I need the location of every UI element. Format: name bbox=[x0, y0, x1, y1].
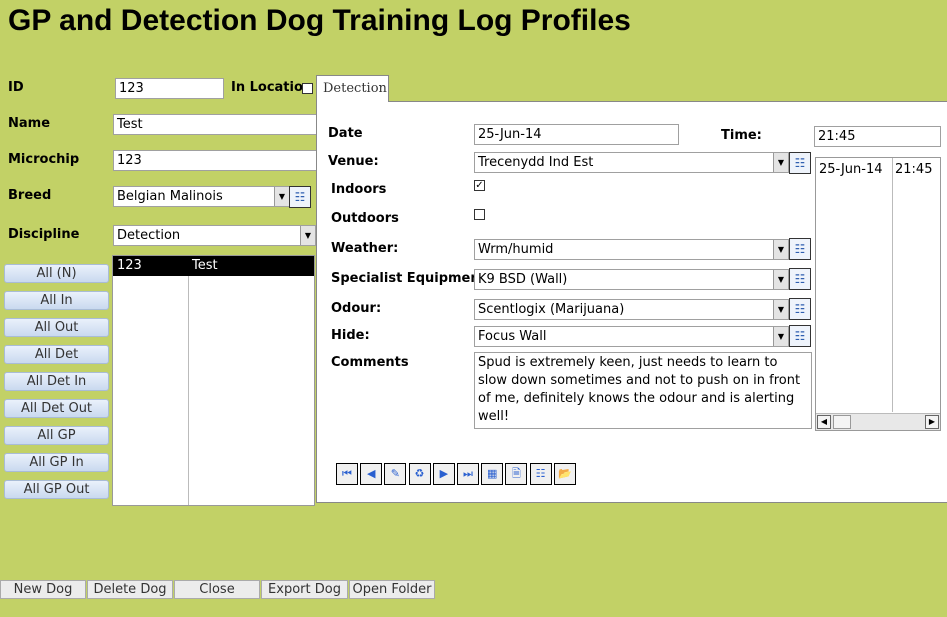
column-divider bbox=[892, 158, 893, 412]
session-date: 25-Jun-14 bbox=[819, 162, 883, 177]
hide-combo[interactable]: Focus Wall ▼ bbox=[474, 326, 789, 347]
in-location-checkbox[interactable] bbox=[302, 83, 313, 94]
id-field[interactable]: 123 bbox=[115, 78, 224, 99]
form-lookup-icon[interactable]: ☷ bbox=[789, 325, 811, 347]
in-location-label: In Location bbox=[231, 80, 313, 95]
name-label: Name bbox=[8, 116, 51, 131]
equipment-value: K9 BSD (Wall) bbox=[478, 272, 568, 287]
session-list[interactable]: 25-Jun-14 21:45 ◀ ▶ bbox=[815, 157, 941, 431]
chevron-down-icon[interactable]: ▼ bbox=[773, 300, 788, 319]
scroll-left-icon[interactable]: ◀ bbox=[817, 415, 831, 429]
venue-combo[interactable]: Trecenydd Ind Est ▼ bbox=[474, 152, 789, 173]
filter-button-all-gp-out[interactable]: All GP Out bbox=[4, 480, 109, 499]
equipment-combo[interactable]: K9 BSD (Wall) ▼ bbox=[474, 269, 789, 290]
name-field[interactable]: Test bbox=[113, 114, 317, 135]
form-lookup-icon[interactable]: ☷ bbox=[789, 238, 811, 260]
delete-icon[interactable]: ♻ bbox=[408, 463, 431, 485]
equipment-label: Specialist Equipment: bbox=[331, 271, 492, 286]
microchip-label: Microchip bbox=[8, 152, 80, 167]
dog-id: 123 bbox=[117, 258, 142, 273]
export-icon[interactable]: ▦ bbox=[481, 463, 504, 485]
microchip-field[interactable]: 123 bbox=[113, 150, 317, 171]
chevron-down-icon[interactable]: ▼ bbox=[773, 270, 788, 289]
filter-button-all-det[interactable]: All Det bbox=[4, 345, 109, 364]
outdoors-checkbox[interactable] bbox=[474, 209, 485, 220]
venue-label: Venue: bbox=[328, 154, 379, 169]
date-label: Date bbox=[328, 126, 363, 141]
form-lookup-icon[interactable]: ☷ bbox=[789, 298, 811, 320]
id-label: ID bbox=[8, 80, 24, 95]
first-record-icon[interactable]: ⏮ bbox=[336, 463, 358, 485]
form-view-icon[interactable]: ☷ bbox=[529, 463, 552, 485]
last-record-icon[interactable]: ⏭ bbox=[457, 463, 479, 485]
odour-label: Odour: bbox=[331, 301, 382, 316]
export-dog-button[interactable]: Export Dog bbox=[261, 580, 348, 599]
discipline-combo[interactable]: Detection ▼ bbox=[113, 225, 316, 246]
date-field[interactable]: 25-Jun-14 bbox=[474, 124, 679, 145]
breed-label: Breed bbox=[8, 188, 52, 203]
list-item[interactable]: 123 Test bbox=[113, 256, 314, 276]
outdoors-label: Outdoors bbox=[331, 211, 399, 226]
chevron-down-icon[interactable]: ▼ bbox=[773, 153, 788, 172]
close-button[interactable]: Close bbox=[174, 580, 260, 599]
report-icon[interactable]: 🗎 bbox=[505, 463, 528, 485]
dog-list[interactable]: 123 Test bbox=[112, 255, 315, 506]
odour-value: Scentlogix (Marijuana) bbox=[478, 302, 625, 317]
hide-value: Focus Wall bbox=[478, 329, 547, 344]
indoors-checkbox[interactable]: ✓ bbox=[474, 180, 485, 191]
chevron-down-icon[interactable]: ▼ bbox=[773, 327, 788, 346]
weather-combo[interactable]: Wrm/humid ▼ bbox=[474, 239, 789, 260]
chevron-down-icon[interactable]: ▼ bbox=[300, 226, 315, 245]
form-lookup-icon[interactable]: ☷ bbox=[789, 152, 811, 174]
scroll-right-icon[interactable]: ▶ bbox=[925, 415, 939, 429]
filter-button-all-out[interactable]: All Out bbox=[4, 318, 109, 337]
form-lookup-icon[interactable]: ☷ bbox=[289, 186, 311, 208]
page-title: GP and Detection Dog Training Log Profil… bbox=[8, 4, 631, 37]
time-label: Time: bbox=[721, 128, 762, 143]
form-lookup-icon[interactable]: ☷ bbox=[789, 268, 811, 290]
indoors-label: Indoors bbox=[331, 182, 387, 197]
dog-name: Test bbox=[192, 258, 218, 273]
new-dog-button[interactable]: New Dog bbox=[0, 580, 86, 599]
chevron-down-icon[interactable]: ▼ bbox=[773, 240, 788, 259]
edit-icon[interactable]: ✎ bbox=[384, 463, 407, 485]
filter-button-all-det-out[interactable]: All Det Out bbox=[4, 399, 109, 418]
hide-label: Hide: bbox=[331, 328, 370, 343]
chevron-down-icon[interactable]: ▼ bbox=[274, 187, 289, 206]
filter-button-all-gp[interactable]: All GP bbox=[4, 426, 109, 445]
next-record-icon[interactable]: ▶ bbox=[432, 463, 455, 485]
filter-button-all-det-in[interactable]: All Det In bbox=[4, 372, 109, 391]
tab-detection[interactable]: Detection bbox=[316, 75, 389, 102]
session-time: 21:45 bbox=[895, 162, 933, 177]
filter-button-all-n[interactable]: All (N) bbox=[4, 264, 109, 283]
breed-value: Belgian Malinois bbox=[117, 189, 223, 204]
filter-button-all-in[interactable]: All In bbox=[4, 291, 109, 310]
horizontal-scrollbar[interactable]: ◀ ▶ bbox=[816, 413, 940, 430]
weather-label: Weather: bbox=[331, 241, 399, 256]
discipline-label: Discipline bbox=[8, 227, 80, 242]
comments-field[interactable]: Spud is extremely keen, just needs to le… bbox=[474, 352, 812, 429]
column-divider bbox=[188, 256, 189, 505]
delete-dog-button[interactable]: Delete Dog bbox=[87, 580, 173, 599]
time-field[interactable]: 21:45 bbox=[814, 126, 941, 147]
open-folder-icon[interactable]: 📂 bbox=[553, 463, 576, 485]
previous-record-icon[interactable]: ◀ bbox=[360, 463, 383, 485]
discipline-value: Detection bbox=[117, 228, 181, 243]
weather-value: Wrm/humid bbox=[478, 242, 554, 257]
filter-button-all-gp-in[interactable]: All GP In bbox=[4, 453, 109, 472]
scroll-thumb[interactable] bbox=[833, 415, 851, 429]
comments-label: Comments bbox=[331, 355, 409, 370]
breed-combo[interactable]: Belgian Malinois ▼ bbox=[113, 186, 290, 207]
odour-combo[interactable]: Scentlogix (Marijuana) ▼ bbox=[474, 299, 789, 320]
open-folder-button[interactable]: Open Folder bbox=[349, 580, 435, 599]
venue-value: Trecenydd Ind Est bbox=[478, 155, 594, 170]
